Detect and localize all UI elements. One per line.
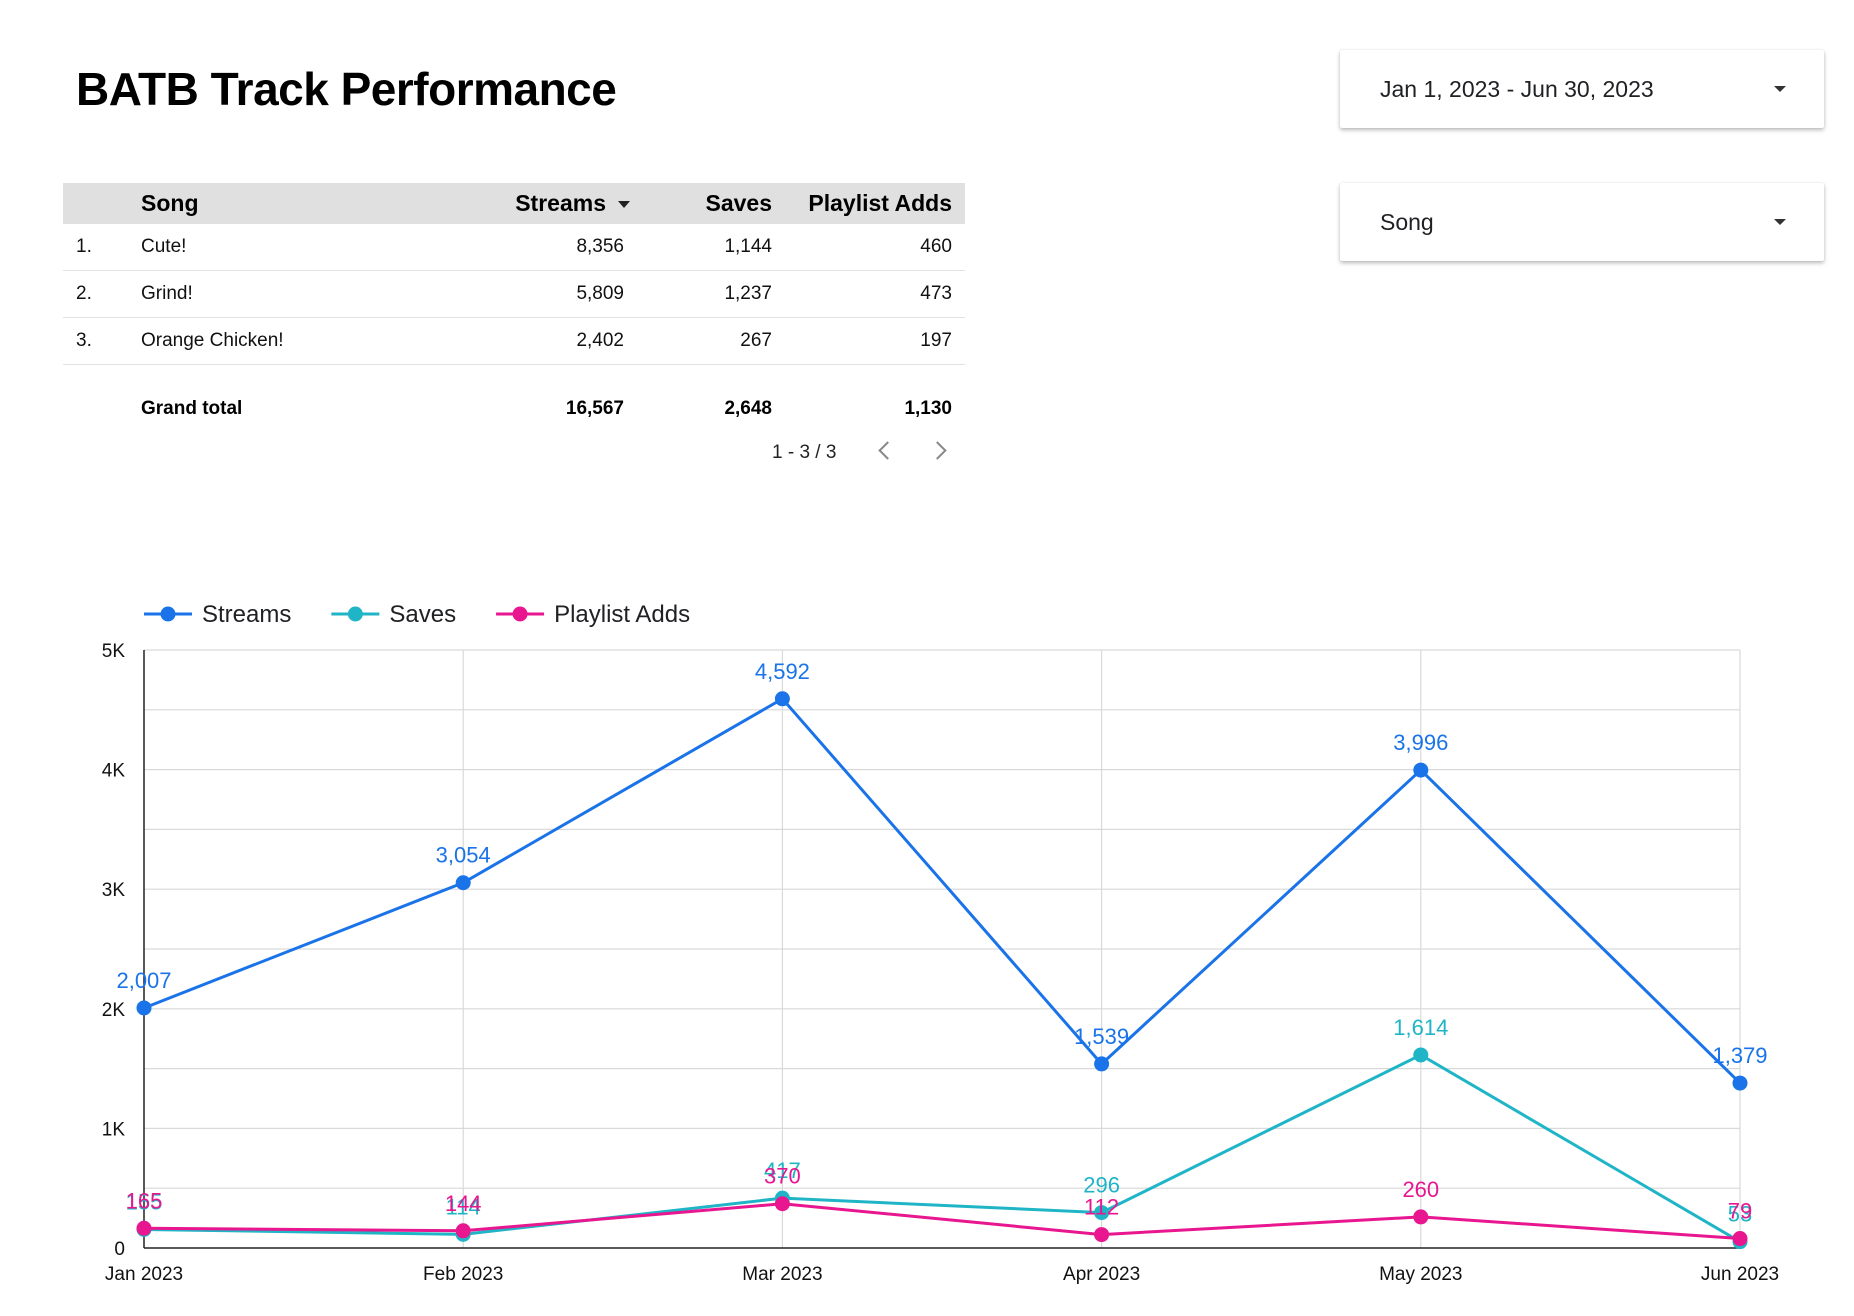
table-row: 1. Cute! 8,356 1,144 460 [63,224,965,271]
sort-desc-icon [618,201,630,209]
grand-total-label: Grand total [141,398,243,419]
legend-item-streams: Streams [144,601,291,628]
x-tick-label: Jun 2023 [1701,1264,1779,1285]
data-point [1732,1075,1748,1091]
row-saves: 267 [740,330,772,351]
legend-swatch-dot [160,606,176,622]
data-label: 3,054 [436,843,491,868]
legend-swatch-dot [347,606,363,622]
data-point [1413,1209,1429,1225]
grand-total-streams: 16,567 [565,398,624,419]
pagination-status: 1 - 3 / 3 [772,442,837,463]
row-saves: 1,144 [724,236,772,257]
song-filter-value: Song [1380,209,1434,235]
y-tick-label: 0 [114,1239,125,1260]
data-point [1413,762,1429,778]
row-number: 2. [76,283,92,304]
row-streams: 2,402 [576,330,624,351]
caret-down-icon [1774,219,1786,225]
legend-item-saves: Saves [331,601,456,628]
x-tick-label: Apr 2023 [1063,1264,1140,1285]
row-number: 3. [76,330,92,351]
table-row: 2. Grind! 5,809 1,237 473 [63,271,965,318]
header-saves[interactable]: Saves [705,190,772,216]
grand-total-playlist-adds: 1,130 [904,398,952,419]
data-point [1094,1205,1110,1221]
y-tick-label: 5K [102,641,126,662]
data-point [455,1223,471,1239]
header-song[interactable]: Song [141,190,199,216]
data-label: 2,007 [116,968,171,993]
date-range-value: Jan 1, 2023 - Jun 30, 2023 [1380,76,1654,102]
data-label: 165 [126,1188,163,1213]
data-label: 1,379 [1712,1043,1767,1068]
data-point [136,1220,152,1236]
row-song: Cute! [141,236,187,257]
table-row: 3. Orange Chicken! 2,402 267 197 [63,318,965,365]
data-label: 3,996 [1393,730,1448,755]
legend-label: Streams [202,601,291,628]
y-tick-label: 4K [102,761,126,782]
legend-label: Playlist Adds [554,601,690,628]
track-table: Song Streams Saves Playlist Adds 1. Cute… [63,183,965,431]
song-filter-dropdown[interactable]: Song [1340,183,1824,261]
series-line-saves [143,1053,1741,1243]
data-label: 260 [1402,1177,1439,1202]
table-grand-total: Grand total 16,567 2,648 1,130 [63,365,965,431]
page-title: BATB Track Performance [76,63,617,115]
row-saves: 1,237 [724,283,772,304]
series-line-playlist-adds [143,1202,1741,1241]
table-header: Song Streams Saves Playlist Adds [63,183,965,224]
data-label: 114 [446,1194,481,1219]
legend-item-playlist-adds: Playlist Adds [496,601,690,628]
data-label: 4,592 [755,659,810,684]
data-label: 144 [445,1191,482,1216]
data-label: 1,614 [1393,1015,1448,1040]
row-song: Orange Chicken! [141,330,284,351]
row-playlist-adds: 473 [920,283,952,304]
data-label: 79 [1728,1199,1752,1224]
row-playlist-adds: 460 [920,236,952,257]
data-label: 296 [1083,1173,1120,1198]
header-streams[interactable]: Streams [515,183,630,224]
data-point [774,1196,790,1212]
grand-total-saves: 2,648 [724,398,772,419]
series-line-streams [143,696,1742,1085]
row-streams: 5,809 [576,283,624,304]
y-tick-label: 1K [102,1119,126,1140]
date-range-dropdown[interactable]: Jan 1, 2023 - Jun 30, 2023 [1340,50,1824,128]
data-label: 53 [1728,1202,1752,1227]
y-tick-label: 3K [102,880,126,901]
data-point [1413,1047,1429,1063]
row-number: 1. [76,236,92,257]
legend-swatch-dot [512,606,528,622]
x-tick-label: Feb 2023 [423,1264,503,1285]
data-label: 370 [764,1164,801,1189]
data-point [1094,1227,1110,1243]
data-label: 1,539 [1074,1024,1129,1049]
data-point [774,691,790,707]
data-label: 417 [764,1158,801,1183]
legend-label: Saves [389,601,456,628]
line-chart: 0 1K 2K 3K 4K 5K Jan 2023 Feb 2023 Mar 2023 Apr 2… [102,601,1779,1285]
y-tick-label: 2K [102,1000,126,1021]
data-point [1732,1231,1748,1247]
caret-down-icon [1774,86,1786,92]
header-streams-label: Streams [515,190,606,216]
chevron-left-icon[interactable] [878,441,897,460]
data-point [455,875,471,891]
x-tick-label: Mar 2023 [742,1264,822,1285]
row-playlist-adds: 197 [920,330,952,351]
data-point [136,1000,152,1016]
x-tick-label: Jan 2023 [105,1264,183,1285]
data-label: 112 [1084,1195,1119,1220]
data-point [1094,1056,1110,1072]
header-playlist-adds[interactable]: Playlist Adds [808,190,952,216]
x-tick-label: May 2023 [1379,1264,1462,1285]
row-song: Grind! [141,283,193,304]
row-streams: 8,356 [576,236,624,257]
data-label: 155 [126,1189,163,1214]
